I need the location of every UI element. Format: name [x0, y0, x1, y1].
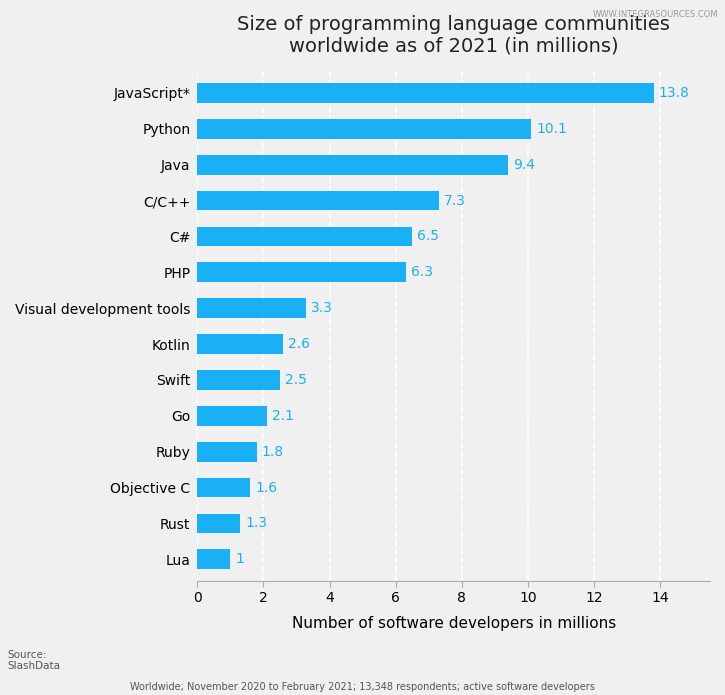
Title: Size of programming language communities
worldwide as of 2021 (in millions): Size of programming language communities… — [237, 15, 670, 56]
Text: 1.3: 1.3 — [245, 516, 268, 530]
Bar — [197, 119, 531, 139]
Bar — [197, 83, 654, 103]
Text: 3.3: 3.3 — [312, 301, 334, 316]
Bar — [197, 442, 257, 461]
Text: Source:
SlashData: Source: SlashData — [7, 650, 60, 671]
Text: WWW.INTEGRASOURCES.COM: WWW.INTEGRASOURCES.COM — [592, 10, 718, 19]
Text: 13.8: 13.8 — [659, 86, 689, 100]
Text: 1.6: 1.6 — [255, 480, 278, 495]
Bar — [197, 477, 250, 498]
Bar — [197, 406, 267, 425]
Bar — [197, 263, 406, 282]
Bar — [197, 334, 283, 354]
Bar — [197, 370, 280, 390]
Text: 10.1: 10.1 — [536, 122, 567, 136]
Bar — [197, 155, 508, 174]
Text: 2.5: 2.5 — [285, 373, 307, 387]
Text: 2.6: 2.6 — [289, 337, 310, 351]
X-axis label: Number of software developers in millions: Number of software developers in million… — [291, 616, 616, 631]
Bar — [197, 298, 307, 318]
Bar — [197, 550, 231, 569]
Bar — [197, 190, 439, 211]
Text: 7.3: 7.3 — [444, 194, 465, 208]
Text: 9.4: 9.4 — [513, 158, 535, 172]
Text: Worldwide; November 2020 to February 2021; 13,348 respondents; active software d: Worldwide; November 2020 to February 202… — [130, 682, 595, 692]
Text: 2.1: 2.1 — [272, 409, 294, 423]
Text: 6.3: 6.3 — [410, 265, 433, 279]
Text: 6.5: 6.5 — [418, 229, 439, 243]
Bar — [197, 514, 240, 533]
Text: 1.8: 1.8 — [262, 445, 284, 459]
Text: 1: 1 — [236, 553, 244, 566]
Bar — [197, 227, 413, 246]
